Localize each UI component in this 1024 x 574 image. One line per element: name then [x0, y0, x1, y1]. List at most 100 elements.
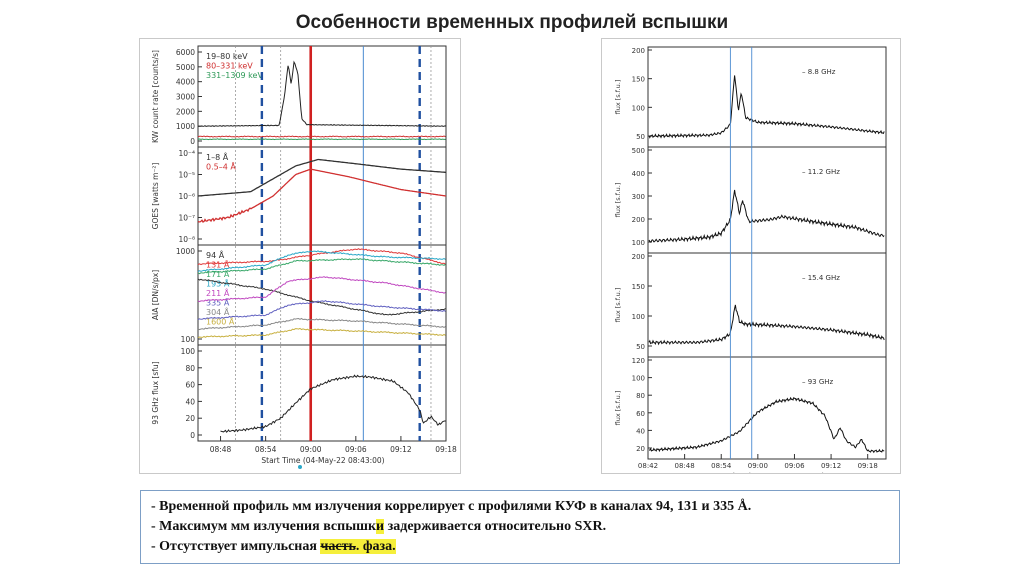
left-panel-1-legend-entry: 80–331 keV [206, 62, 253, 71]
right-panel-3-flux-line [648, 304, 885, 346]
left-panel-3-legend-entry: 171 Å [206, 268, 230, 279]
left-aia-line-4 [197, 250, 446, 273]
right-panel-1-ylabel: flux [s.f.u.] [614, 80, 622, 115]
left-panel-1-ytick-label: 2000 [176, 107, 195, 116]
right-panel-3-ytick-label: 50 [636, 343, 645, 351]
left-panel-1-ytick-label: 3000 [176, 93, 195, 102]
left-panel-4-ytick-label: 20 [185, 414, 195, 423]
left-kw-331-1309-line [197, 138, 446, 141]
right-panel-2-flux-line [648, 189, 885, 243]
note-line-2-highlight: и [376, 519, 385, 534]
left-panel-1-ytick-label: 1000 [176, 122, 195, 131]
left-panel-3-ylabel: AIA [DN/s/px] [151, 270, 160, 320]
left-panel-1-ytick-label: 0 [190, 137, 195, 146]
left-panel-3-legend-entry: 304 Å [206, 306, 230, 317]
right-xtick-label: 08:54 [711, 462, 732, 470]
left-panel-2-legend-entry: 1–8 Å [206, 151, 229, 162]
left-start-time-label: Start Time (04-May-22 08:43:00) [261, 456, 384, 465]
left-panel-1-ytick-label: 5000 [176, 63, 195, 72]
left-aia-line-8 [197, 327, 446, 339]
right-panel-2-ytick-label: 300 [632, 193, 645, 201]
right-panel-2-ytick-label: 500 [632, 147, 645, 155]
right-panel-1-flux-line [648, 75, 885, 139]
note-line-3: - Отсутствует импульсная часть. фаза. [151, 537, 889, 557]
left-panel-1-ylabel: KW count rate [counts/s] [151, 50, 160, 143]
right-panel-3-freq-label: – 15.4 GHz [802, 274, 840, 282]
left-aia-line-3 [197, 258, 446, 275]
left-panel-3-legend-entry: 211 Å [206, 287, 230, 298]
left-kw-19-80-line [197, 60, 447, 127]
right-xtick-label: 09:18 [858, 462, 878, 470]
left-panel-2-ytick-label: 10⁻⁵ [178, 171, 195, 180]
left-xtick-label: 08:48 [210, 445, 232, 454]
left-xtick-label: 09:18 [435, 445, 457, 454]
right-panel-4-flux-line [648, 396, 885, 454]
left-panel-4-ytick-label: 0 [190, 431, 195, 440]
note-line-2: - Максимум мм излучения вспышки задержив… [151, 517, 889, 537]
left-xtick-label: 08:54 [255, 445, 277, 454]
left-panel-1-ytick-label: 4000 [176, 78, 195, 87]
right-start-time-label: Start Time (04-May-22 08:41:40) [709, 472, 824, 473]
left-xtick-label: 09:00 [300, 445, 322, 454]
left-panel-1-legend-entry: 331–1309 keV [206, 71, 263, 80]
right-panel-2-ytick-label: 100 [632, 239, 645, 247]
right-panel-4-frame [647, 356, 887, 460]
left-panel-4-ytick-label: 80 [185, 364, 195, 373]
left-kw-80-331-line [197, 135, 446, 138]
left-panel-4-ytick-label: 100 [181, 347, 196, 356]
left-aia-line-6 [197, 300, 446, 321]
left-panel-3-legend-entry: 1600 Å [206, 316, 235, 327]
right-panel-2-ytick-label: 400 [632, 170, 645, 178]
left-panel-1-ytick-label: 6000 [176, 48, 195, 57]
right-panel-2-freq-label: – 11.2 GHz [802, 168, 840, 176]
right-panel-1-ytick-label: 200 [632, 47, 645, 55]
right-panel-4-ytick-label: 100 [632, 375, 645, 383]
left-aia-line-1 [197, 278, 446, 316]
note-line-3-highlight: . фаза. [355, 539, 396, 554]
left-panel-3-legend-entry: 193 Å [206, 278, 230, 289]
right-panel-1-ytick-label: 50 [636, 133, 645, 141]
left-aia-line-7 [197, 317, 446, 331]
left-panel-2-ytick-label: 10⁻⁶ [178, 192, 195, 201]
right-figure-svg: 200 150 100 50 flux [s.f.u.] – 8.8 GHz 500 400 3… [614, 46, 887, 480]
left-panel-3-legend-entry: 335 Å [206, 297, 230, 308]
left-93ghz-line [220, 374, 446, 433]
left-goes-1-8-line [197, 158, 447, 197]
right-panel-4-ytick-label: 80 [636, 392, 645, 400]
left-goes-05-4-line [197, 168, 447, 223]
right-panel-3-ytick-label: 100 [632, 313, 645, 321]
left-panel-4-ytick-label: 60 [185, 381, 195, 390]
right-panel-4-ytick-label: 60 [636, 410, 645, 418]
right-panel-1-frame [647, 46, 887, 148]
left-aia-line-5 [197, 276, 446, 303]
right-panel-4-ytick-label: 40 [636, 427, 645, 435]
left-panel-3-legend-entry: 94 Å [206, 249, 225, 260]
right-xtick-label: 08:42 [638, 462, 658, 470]
right-panel-3-ylabel: flux [s.f.u.] [614, 288, 622, 323]
right-panel-3-ytick-label: 150 [632, 283, 645, 291]
right-panel-4-ytick-label: 20 [636, 445, 645, 453]
right-xtick-label: 09:12 [821, 462, 841, 470]
right-panel-2-ylabel: flux [s.f.u.] [614, 183, 622, 218]
left-figure: 6000 5000 4000 3000 2000 1000 0 KW count rate [… [139, 38, 461, 474]
right-panel-1-ytick-label: 100 [632, 104, 645, 112]
left-panel-2-ytick-label: 10⁻⁸ [178, 235, 195, 244]
left-marker-dot [298, 465, 302, 469]
right-xtick-label: 08:48 [675, 462, 695, 470]
left-xtick-label: 09:06 [345, 445, 367, 454]
left-panel-4-frame [197, 344, 447, 442]
right-panel-1-ytick-label: 150 [632, 76, 645, 84]
left-panel-3-legend-entry: 131 Å [206, 259, 230, 270]
right-panel-4-ytick-label: 120 [632, 357, 645, 365]
note-line-1: - Временной профиль мм излучения коррели… [151, 497, 889, 517]
left-panel-1-legend-entry: 19–80 keV [206, 52, 248, 61]
left-panel-2-legend-entry: 0.5–4 Å [206, 161, 236, 172]
notes-box: - Временной профиль мм излучения коррели… [140, 490, 900, 564]
left-panel-2-ytick-label: 10⁻⁴ [178, 149, 195, 158]
left-aia-line-2 [197, 248, 446, 266]
right-xtick-label: 09:06 [784, 462, 805, 470]
right-xtick-label: 09:00 [748, 462, 768, 470]
left-panel-4-ytick-label: 40 [185, 397, 195, 406]
left-panel-3-ytick-label: 1000 [176, 247, 195, 256]
note-line-3-strikethrough: часть [320, 539, 356, 554]
